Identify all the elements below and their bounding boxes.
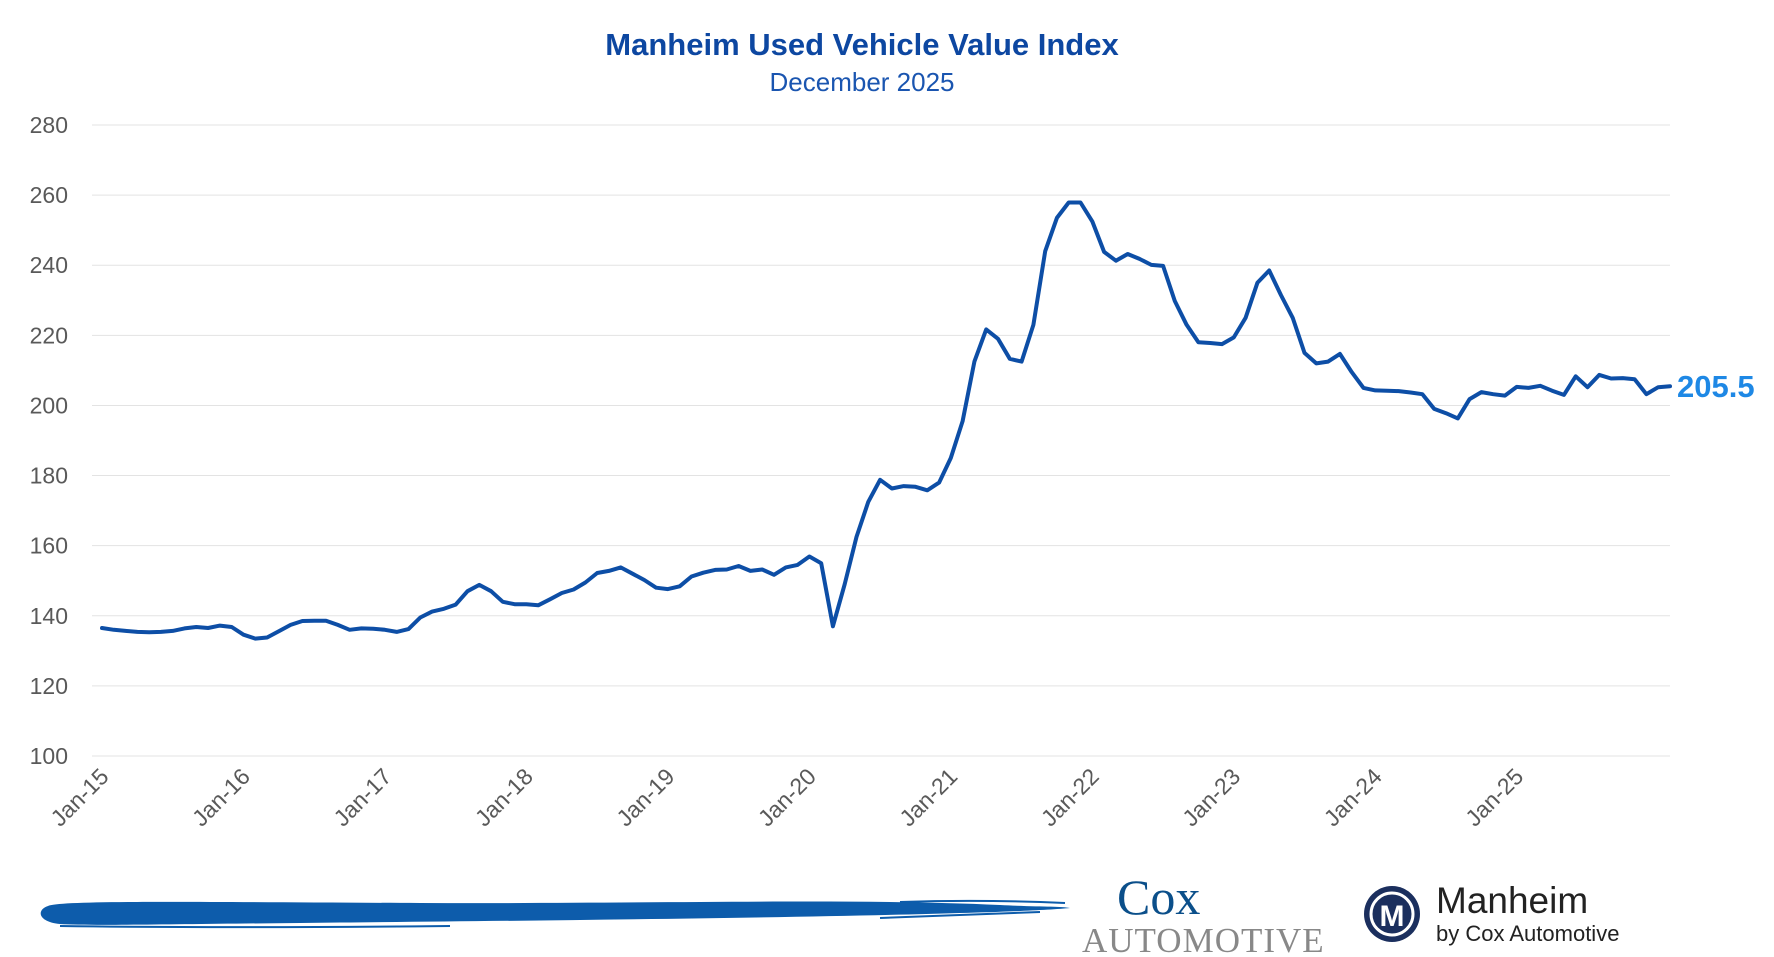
x-axis-ticks: Jan-15 Jan-16 Jan-17 Jan-18 Jan-19 Jan-20 Jan-… <box>45 763 1528 831</box>
y-tick-label: 140 <box>30 603 68 629</box>
y-tick-label: 120 <box>30 673 68 699</box>
x-tick-label: Jan-20 <box>753 763 821 831</box>
y-tick-label: 260 <box>30 182 68 208</box>
y-tick-label: 180 <box>30 463 68 489</box>
series-line <box>100 200 1672 641</box>
manheim-tagline-text: by Cox Automotive <box>1436 921 1619 946</box>
y-tick-label: 240 <box>30 252 68 278</box>
manheim-logo-text: Manheim <box>1436 880 1588 921</box>
gridlines <box>92 124 1670 757</box>
chart-title: Manheim Used Vehicle Value Index <box>605 27 1119 62</box>
x-tick-label: Jan-21 <box>894 763 962 831</box>
series-group <box>100 200 1672 641</box>
x-tick-label: Jan-24 <box>1319 763 1387 831</box>
manheim-badge-letter: M <box>1380 900 1405 933</box>
chart-subtitle: December 2025 <box>770 67 955 97</box>
x-tick-label: Jan-19 <box>611 763 679 831</box>
y-tick-label: 100 <box>30 743 68 769</box>
x-tick-label: Jan-25 <box>1460 763 1528 831</box>
x-tick-label: Jan-18 <box>470 763 538 831</box>
brush-stroke-logo <box>40 899 1070 929</box>
x-tick-label: Jan-17 <box>328 763 396 831</box>
x-tick-label: Jan-23 <box>1177 763 1245 831</box>
cox-logo-text: Cox <box>1117 869 1200 925</box>
automotive-logo-text: AUTOMOTIVE <box>1082 921 1325 957</box>
x-tick-label: Jan-22 <box>1036 763 1104 831</box>
x-tick-label: Jan-16 <box>187 763 255 831</box>
last-value-label: 205.5 <box>1677 369 1755 404</box>
x-tick-label: Jan-15 <box>45 763 113 831</box>
manheim-logo: M Manheim by Cox Automotive <box>1364 880 1619 946</box>
y-axis-ticks: 100 120 140 160 180 200 220 240 260 280 <box>30 112 68 769</box>
cox-automotive-logo: Cox AUTOMOTIVE <box>1082 869 1325 957</box>
y-tick-label: 280 <box>30 112 68 138</box>
y-tick-label: 220 <box>30 322 68 348</box>
y-tick-label: 160 <box>30 533 68 559</box>
y-tick-label: 200 <box>30 392 68 418</box>
